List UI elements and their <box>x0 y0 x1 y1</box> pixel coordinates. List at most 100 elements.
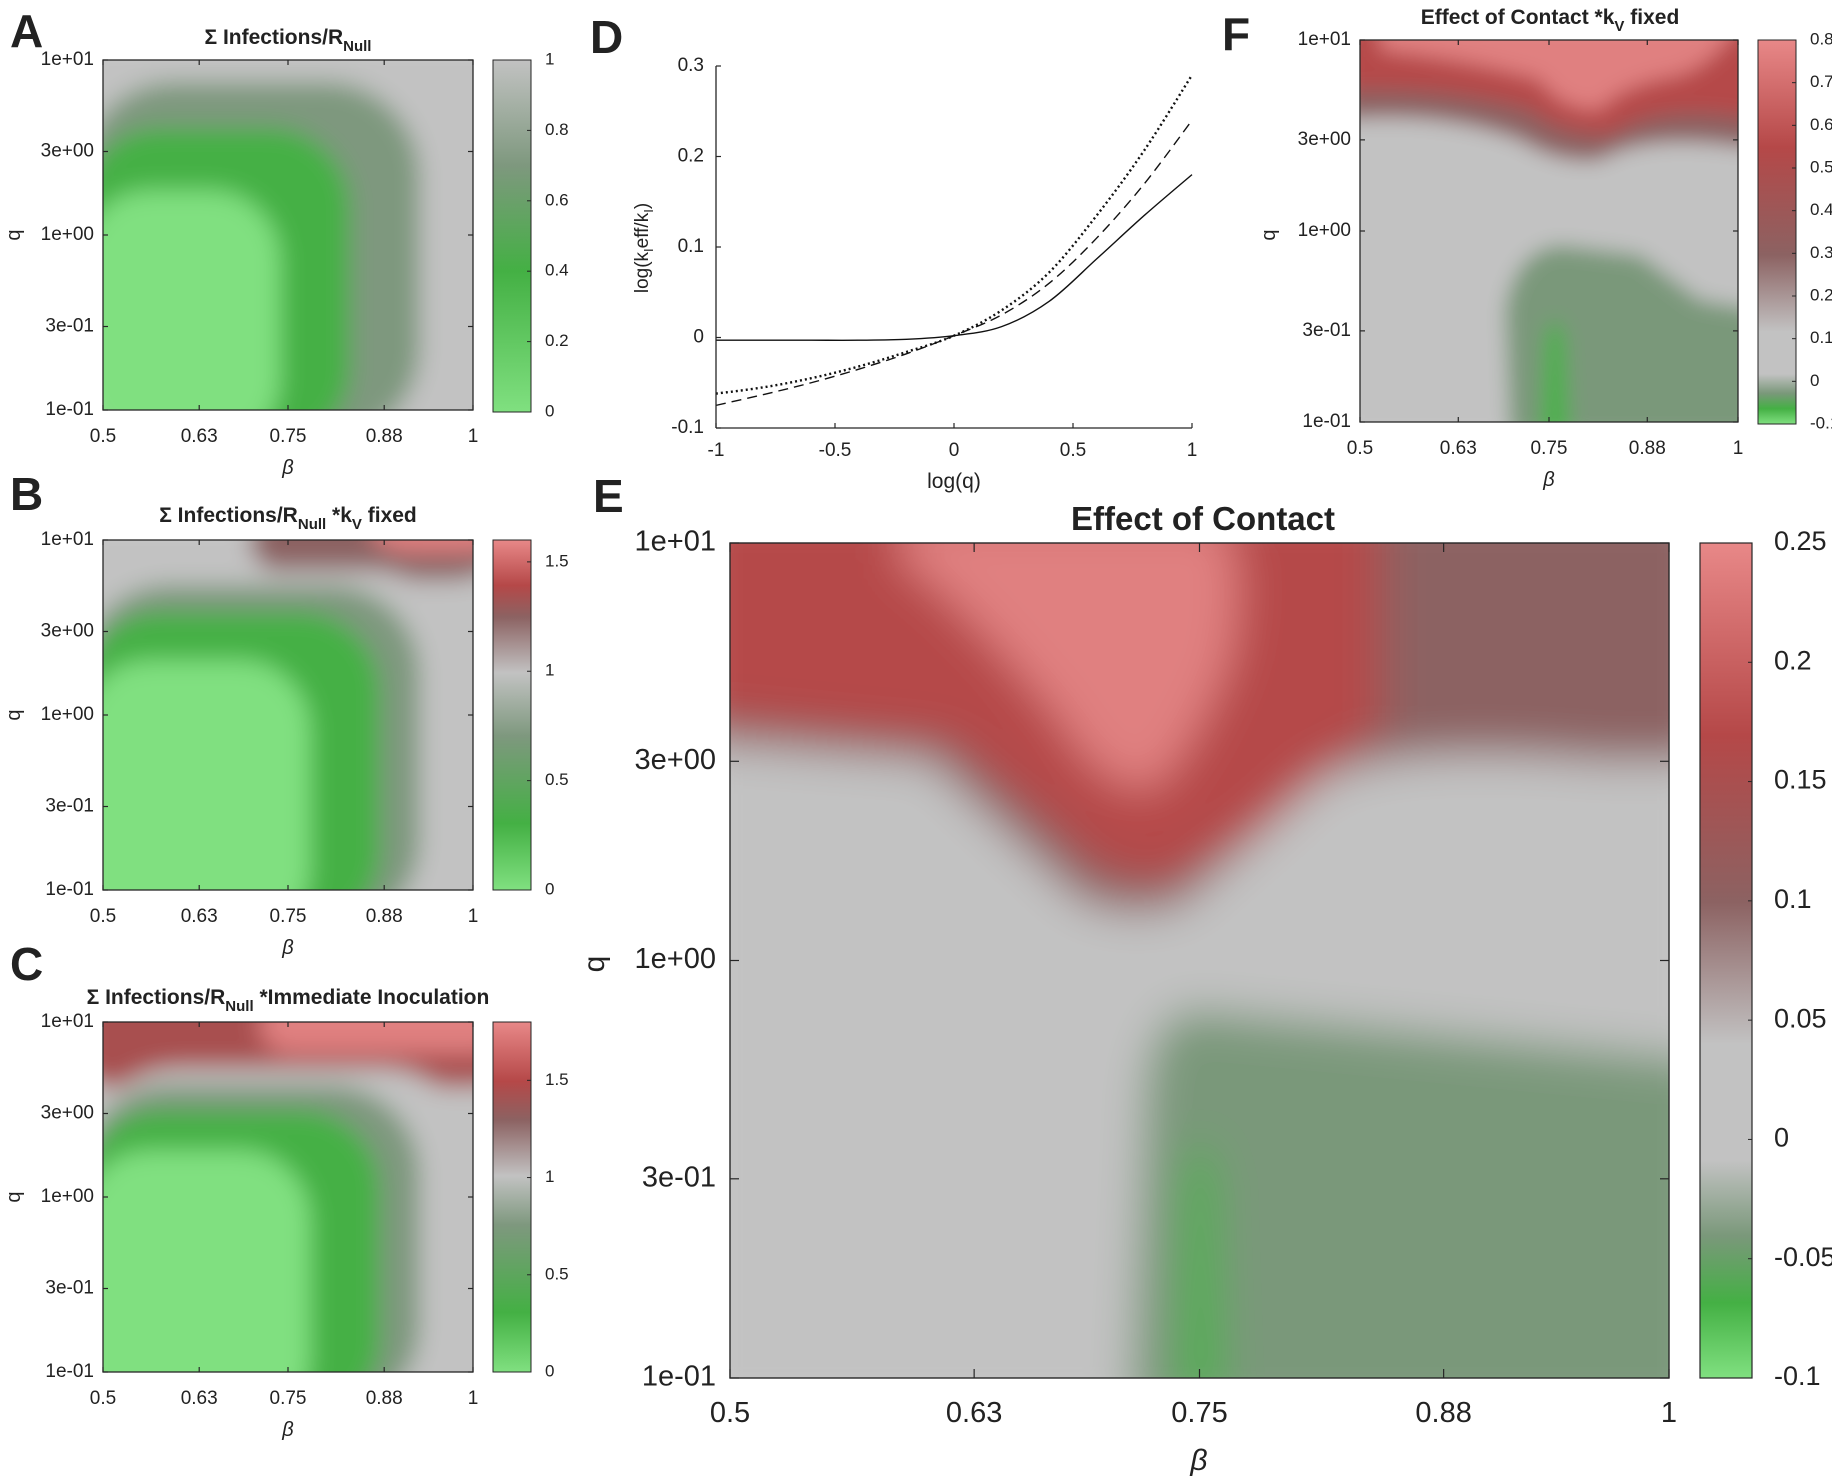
x-label-e: β <box>1189 1444 1207 1477</box>
colorbar-tick-label: 0.15 <box>1774 765 1827 795</box>
colorbar-tick-label: 1.5 <box>545 1070 569 1089</box>
y-tick-label: -0.1 <box>671 417 704 438</box>
panel-letter-e: E <box>593 470 624 522</box>
panel-letter-b: B <box>10 468 43 520</box>
x-tick-label: 1 <box>1661 1397 1677 1429</box>
colorbar-ticks-a: 0 0.2 0.4 0.6 0.8 1 <box>527 49 569 420</box>
panel-b-title-sub: Null <box>298 516 326 533</box>
y-ticks-b: 1e+01 3e+00 1e+00 3e-01 1e-01 <box>41 529 473 900</box>
y-tick-label: 3e-01 <box>45 1278 94 1299</box>
y-tick-label: 3e-01 <box>45 316 94 337</box>
colorbar-ticks-b: 0 0.5 1 1.5 <box>527 551 569 898</box>
x-tick-label: 0.63 <box>181 1388 218 1409</box>
y-tick-label: 1e+01 <box>41 1011 94 1032</box>
y-ticks-c: 1e+01 3e+00 1e+00 3e-01 1e-01 <box>41 1011 473 1382</box>
x-label-d: log(q) <box>927 470 981 493</box>
y-tick-label: 3e+00 <box>41 1103 94 1124</box>
panel-e-title: Effect of Contact <box>1071 500 1335 537</box>
colorbar-ticks-c: 0 0.5 1 1.5 <box>527 1070 569 1380</box>
colorbar-tick-label: 0.2 <box>545 331 569 350</box>
y-tick-label: 0 <box>693 327 704 348</box>
panel-b-title-suffix-end: fixed <box>362 504 417 527</box>
y-tick-label: 1e-01 <box>1302 411 1351 432</box>
x-tick-label: 0 <box>949 440 960 461</box>
y-tick-label: 1e-01 <box>642 1361 716 1393</box>
series-line-dotted <box>715 74 1194 395</box>
x-tick-label: 0.75 <box>270 426 307 447</box>
colorbar-f <box>1757 39 1797 425</box>
panel-b-title-suffix-sub: V <box>352 516 362 533</box>
y-label-d: log(kIeff/kI) <box>632 203 656 293</box>
x-ticks-e: 0.5 0.63 0.75 0.88 1 <box>710 543 1677 1429</box>
colorbar-tick-label: 1 <box>545 49 554 68</box>
y-label-b: q <box>3 709 25 720</box>
colorbar-tick-label: 0 <box>1774 1123 1789 1153</box>
x-ticks-c: 0.5 0.63 0.75 0.88 1 <box>90 1022 479 1409</box>
x-tick-label: -1 <box>708 440 725 461</box>
colorbar-tick-label: -0.1 <box>1810 413 1832 432</box>
y-tick-label: 1e+00 <box>41 1186 94 1207</box>
y-tick-label: 1e+01 <box>41 529 94 550</box>
colorbar-tick-label: 0.3 <box>1810 243 1832 262</box>
panel-f-title-suffix: *k <box>1589 6 1615 29</box>
colorbar-e <box>1699 542 1753 1379</box>
y-tick-label: 3e+00 <box>41 141 94 162</box>
colorbar-tick-label: 0.2 <box>1810 285 1832 304</box>
x-tick-label: 0.5 <box>1060 440 1086 461</box>
heatmap-b <box>103 540 473 890</box>
y-tick-label: 1e-01 <box>45 1361 94 1382</box>
x-ticks-d: -1 -0.5 0 0.5 1 <box>708 423 1197 461</box>
colorbar-tick-label: 1 <box>545 661 554 680</box>
colorbar-c <box>492 1021 532 1373</box>
x-ticks-a: 0.5 0.63 0.75 0.88 1 <box>90 60 478 447</box>
x-tick-label: 0.5 <box>710 1397 750 1429</box>
x-label-c: β <box>281 1419 293 1441</box>
x-tick-label: -0.5 <box>819 440 852 461</box>
colorbar-tick-label: 0.6 <box>545 190 569 209</box>
y-label-e: q <box>578 956 611 973</box>
x-tick-label: 0.63 <box>946 1397 1002 1429</box>
colorbar-tick-label: 0.6 <box>1810 115 1832 134</box>
y-label-c: q <box>3 1191 25 1202</box>
panel-c-title-sub: Null <box>225 998 253 1015</box>
y-tick-label: 0.3 <box>678 55 704 76</box>
y-tick-label: 0.2 <box>678 146 704 167</box>
x-tick-label: 0.75 <box>270 1388 307 1409</box>
x-tick-label: 0.5 <box>1347 438 1373 459</box>
colorbar-tick-label: -0.05 <box>1774 1242 1832 1272</box>
y-tick-label: 3e+00 <box>635 744 716 776</box>
y-label-d-mid: eff/k <box>632 212 653 248</box>
panel-c-title-suffix: *Immediate Inoculation <box>254 986 490 1009</box>
x-tick-label: 0.88 <box>366 906 403 927</box>
x-tick-label: 1 <box>1733 438 1744 459</box>
x-tick-label: 0.88 <box>1415 1397 1471 1429</box>
x-tick-label: 1 <box>468 1388 479 1409</box>
x-tick-label: 0.75 <box>1531 438 1568 459</box>
x-tick-label: 0.75 <box>270 906 307 927</box>
panel-f-title-suffix-sub: V <box>1614 18 1624 35</box>
colorbar-tick-label: 1 <box>545 1167 554 1186</box>
colorbar-ticks-f: -0.1 0 0.1 0.2 0.3 0.4 0.5 0.6 0.7 0.8 <box>1792 29 1832 432</box>
panel-f-title: Effect of Contact *kV fixed <box>1421 6 1680 35</box>
y-ticks-f: 1e+01 3e+00 1e+00 3e-01 1e-01 <box>1298 29 1738 432</box>
x-label-f: β <box>1542 469 1554 491</box>
colorbar-ticks-e: -0.1 -0.05 0 0.05 0.1 0.15 0.2 0.25 <box>1748 526 1832 1391</box>
colorbar-tick-label: 0 <box>545 401 554 420</box>
y-tick-label: 1e+01 <box>41 49 94 70</box>
x-tick-label: 0.5 <box>90 1388 116 1409</box>
x-tick-label: 0.5 <box>90 426 116 447</box>
colorbar-tick-label: 0.1 <box>1810 328 1832 347</box>
heatmap-a <box>103 60 473 410</box>
y-tick-label: 3e-01 <box>642 1161 716 1193</box>
colorbar-tick-label: 0.8 <box>545 120 569 139</box>
x-ticks-b: 0.5 0.63 0.75 0.88 1 <box>90 540 478 927</box>
panel-f-title-main: Effect of Contact <box>1421 6 1589 29</box>
x-tick-label: 0.88 <box>366 1388 403 1409</box>
colorbar-tick-label: 0.7 <box>1810 72 1832 91</box>
y-ticks-a: 1e+01 3e+00 1e+00 3e-01 1e-01 <box>41 49 473 420</box>
colorbar-tick-label: 0 <box>545 1361 554 1380</box>
panel-letter-f: F <box>1222 8 1250 60</box>
y-tick-label: 1e+00 <box>635 943 716 975</box>
panel-a-title: Σ Infections/RNull <box>205 26 372 55</box>
